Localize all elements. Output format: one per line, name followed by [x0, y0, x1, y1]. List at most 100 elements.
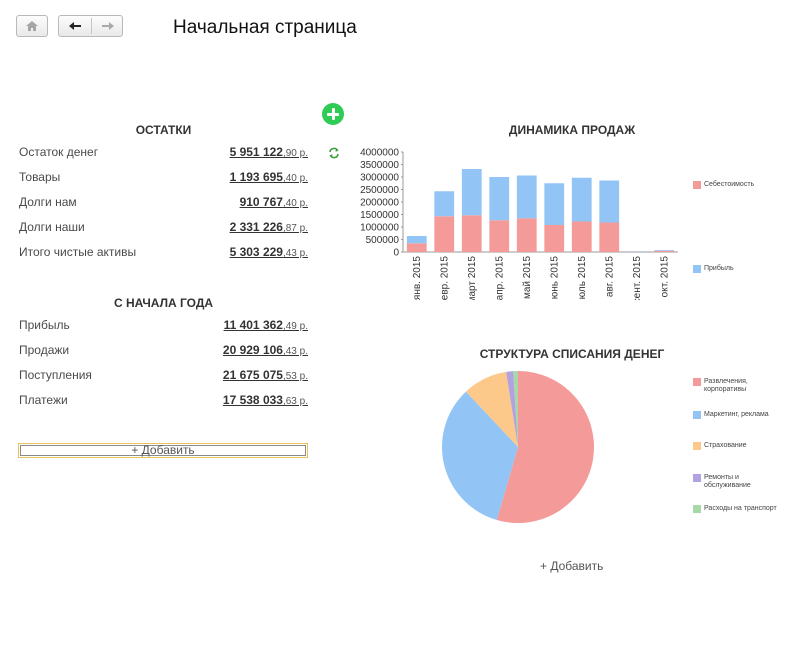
value-integer: 2 331 226: [229, 220, 283, 234]
bar-profit[interactable]: [461, 169, 482, 216]
bar-cost[interactable]: [516, 218, 537, 252]
value-fraction: ,90 р.: [282, 148, 308, 159]
ytd-row-value[interactable]: 21 675 075,53 р.: [223, 368, 308, 382]
legend-swatch: [693, 181, 701, 189]
y-tick-label: 500000: [366, 235, 400, 246]
ytd-row-value[interactable]: 17 538 033,63 р.: [223, 393, 308, 407]
pie-slice[interactable]: [442, 391, 518, 520]
add-button-left-label: + Добавить: [131, 443, 195, 457]
balances-row-label: Остаток денег: [19, 145, 99, 159]
value-integer: 17 538 033: [222, 393, 283, 407]
legend-swatch: [693, 505, 701, 513]
balances-row-label: Долги наши: [19, 220, 85, 234]
history-navigation: [58, 15, 123, 37]
refresh-icon[interactable]: [327, 146, 341, 165]
value-fraction: ,40 р.: [282, 173, 308, 184]
page-title: Начальная страница: [173, 17, 357, 38]
ytd-row-label: Платежи: [19, 393, 68, 407]
pie-slice[interactable]: [513, 371, 518, 447]
y-tick-label: 1500000: [360, 210, 399, 221]
y-tick-label: 0: [393, 248, 399, 259]
balances-title: ОСТАТКИ: [135, 123, 192, 137]
legend-label: Расходы на транспорт: [704, 505, 777, 512]
bar-profit[interactable]: [571, 177, 592, 222]
value-integer: 20 929 106: [222, 343, 283, 357]
bar-cost[interactable]: [434, 216, 455, 252]
bar-cost[interactable]: [654, 250, 675, 252]
x-tick-label: февр. 2015: [438, 256, 450, 300]
ytd-row-label: Продажи: [19, 343, 70, 357]
bar-profit[interactable]: [654, 250, 675, 251]
ytd-row-value[interactable]: 11 401 362,49 р.: [224, 318, 308, 332]
balances-row-value[interactable]: 2 331 226,87 р.: [230, 220, 308, 234]
legend-label: Прибыль: [704, 265, 734, 272]
value-fraction: ,40 р.: [282, 198, 308, 209]
bar-profit[interactable]: [406, 236, 427, 244]
value-integer: 5 951 122: [229, 145, 283, 159]
legend-swatch: [693, 411, 701, 419]
arrow-left-icon[interactable]: [59, 16, 91, 36]
add-button-left[interactable]: + Добавить: [18, 443, 308, 458]
bar-profit[interactable]: [516, 175, 537, 219]
legend-label: Ремонты и обслуживание: [704, 474, 751, 489]
legend-swatch: [693, 474, 701, 482]
value-fraction: ,87 р.: [282, 223, 308, 234]
bar-chart-title: ДИНАМИКА ПРОДАЖ: [508, 123, 636, 137]
balances-row-label: Итого чистые активы: [19, 245, 137, 259]
value-fraction: ,49 р.: [282, 321, 308, 332]
legend-swatch: [693, 442, 701, 450]
y-tick-label: 2500000: [360, 185, 399, 196]
balances-row-value[interactable]: 910 767,40 р.: [240, 195, 308, 209]
bar-cost[interactable]: [599, 222, 620, 253]
y-tick-label: 3000000: [360, 173, 399, 184]
plus-circle-icon[interactable]: [322, 103, 344, 125]
pie-slice[interactable]: [506, 371, 518, 447]
pie-slice[interactable]: [496, 371, 595, 523]
bar-cost[interactable]: [461, 215, 482, 252]
y-tick-label: 4000000: [360, 148, 399, 159]
x-tick-label: март 2015: [467, 256, 478, 300]
pie-chart: [442, 371, 595, 523]
home-icon: [17, 16, 47, 36]
legend-label: Себестоимость: [704, 181, 755, 188]
value-integer: 11 401 362: [223, 318, 283, 332]
bar-profit[interactable]: [544, 183, 565, 225]
balances-row-label: Товары: [19, 170, 61, 184]
bar-profit[interactable]: [434, 191, 455, 217]
ytd-row-label: Поступления: [19, 368, 92, 382]
value-integer: 21 675 075: [222, 368, 283, 382]
value-integer: 910 767: [239, 195, 283, 209]
legend-swatch: [693, 265, 701, 273]
bar-profit[interactable]: [599, 180, 620, 223]
balances-row-value[interactable]: 1 193 695,40 р.: [230, 170, 308, 184]
x-tick-label: апр. 2015: [494, 256, 505, 300]
x-tick-label: окт. 2015: [659, 256, 670, 298]
x-tick-label: янв. 2015: [412, 256, 423, 300]
y-tick-label: 3500000: [360, 160, 399, 171]
bar-cost[interactable]: [571, 221, 592, 253]
pie-chart-title: СТРУКТУРА СПИСАНИЯ ДЕНЕГ: [479, 347, 665, 361]
x-tick-label: июль 2015: [577, 256, 588, 300]
value-integer: 1 193 695: [229, 170, 283, 184]
balances-row-value[interactable]: 5 303 229,43 р.: [230, 245, 308, 259]
arrow-right-icon[interactable]: [92, 16, 123, 36]
x-tick-label: июнь 2015: [549, 256, 560, 300]
ytd-row-value[interactable]: 20 929 106,43 р.: [223, 343, 308, 357]
legend-swatch: [693, 378, 701, 386]
bar-profit[interactable]: [489, 177, 510, 221]
add-button-right[interactable]: + Добавить: [540, 559, 604, 573]
pie-slice[interactable]: [465, 371, 518, 447]
bar-cost[interactable]: [489, 220, 510, 252]
home-button[interactable]: [16, 15, 48, 37]
x-tick-label: сент. 2015: [632, 256, 643, 300]
y-tick-label: 1000000: [360, 223, 399, 234]
value-fraction: ,43 р.: [282, 248, 308, 259]
bar-cost[interactable]: [406, 243, 427, 252]
x-tick-label: май 2015: [522, 256, 533, 299]
bar-profit[interactable]: [626, 251, 647, 252]
balances-row-value[interactable]: 5 951 122,90 р.: [230, 145, 308, 159]
legend-label: Страхование: [704, 442, 747, 449]
bar-cost[interactable]: [544, 225, 565, 252]
value-integer: 5 303 229: [229, 245, 283, 259]
